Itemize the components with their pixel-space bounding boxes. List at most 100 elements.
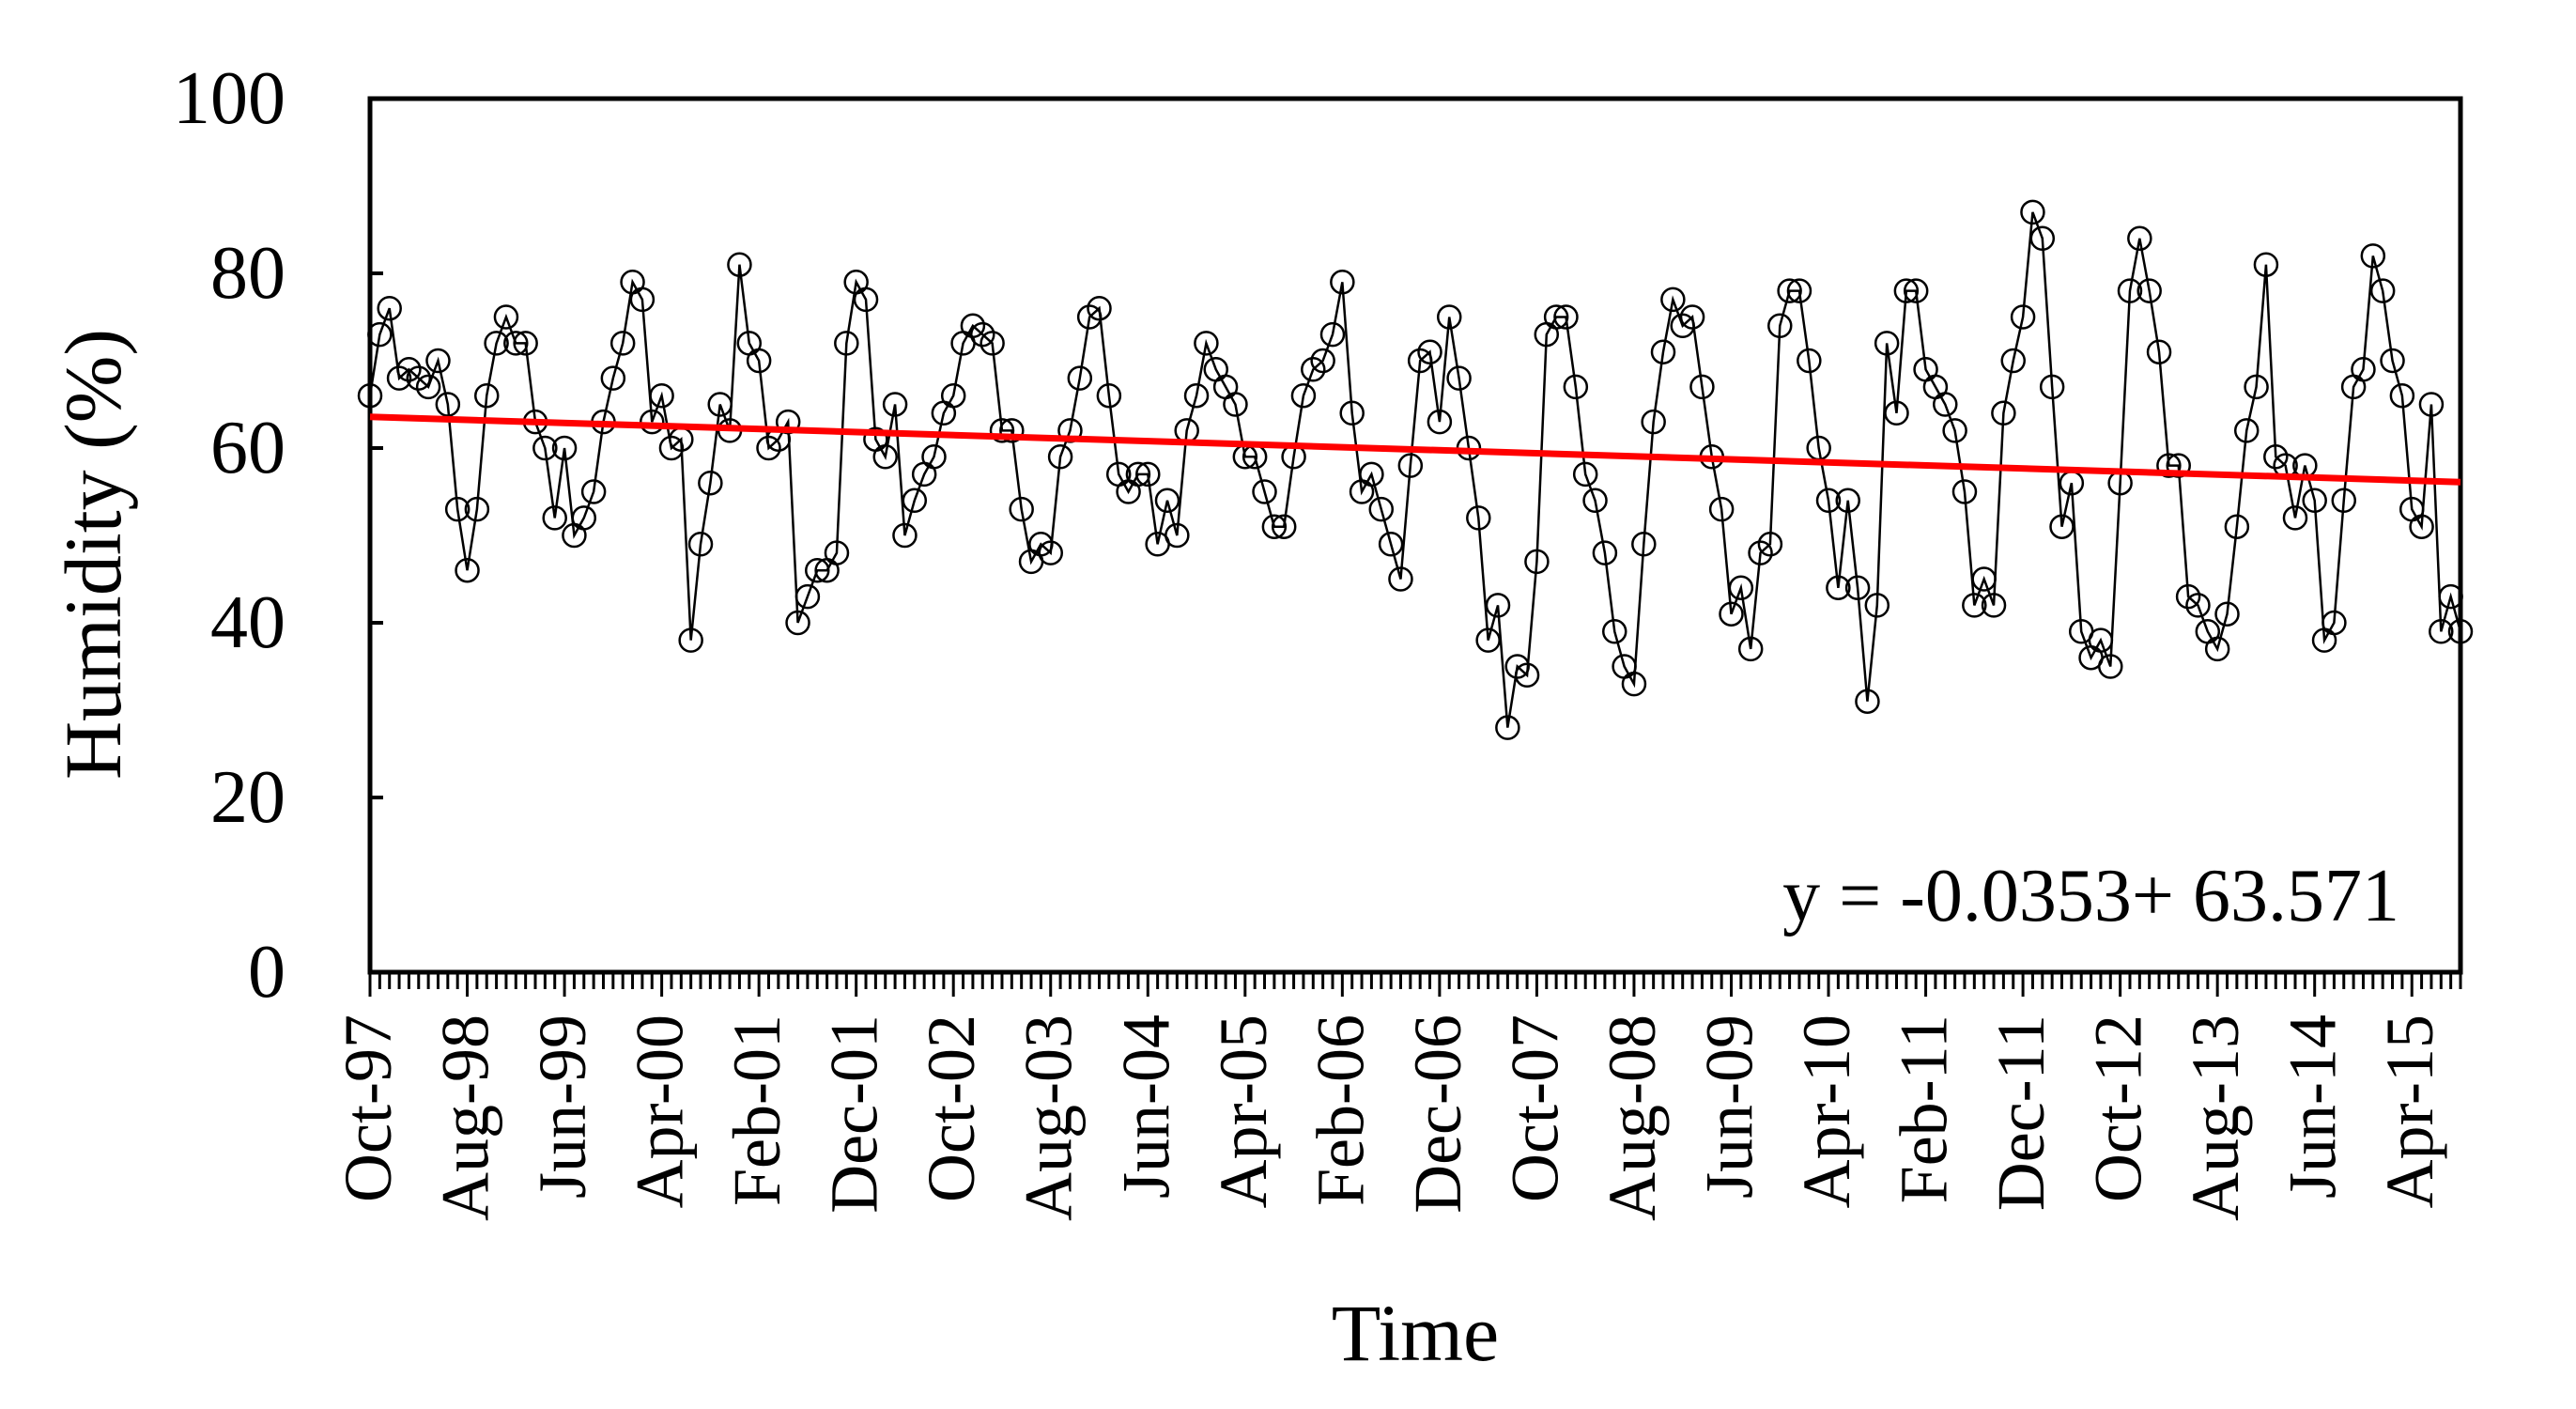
data-point: [2049, 514, 2075, 539]
data-point: [2029, 225, 2056, 252]
data-point: [1670, 313, 1695, 339]
x-tick-label: Jun-04: [1108, 1014, 1183, 1199]
x-axis-title: Time: [1332, 1288, 1499, 1378]
data-point: [1271, 514, 1297, 539]
data-point: [2020, 199, 2045, 225]
data-point: [785, 610, 810, 636]
data-point: [2146, 339, 2172, 364]
data-point: [571, 505, 597, 531]
data-point: [444, 496, 470, 522]
data-point: [2302, 488, 2327, 514]
data-point: [1777, 278, 1802, 303]
data-point: [834, 331, 859, 356]
data-point: [2389, 382, 2415, 409]
data-point: [1388, 566, 1413, 592]
x-tick-label: Jun-99: [525, 1014, 600, 1199]
data-point: [1884, 400, 1909, 426]
data-point: [707, 392, 733, 417]
data-point: [1368, 496, 1395, 522]
data-point: [2175, 583, 2201, 610]
data-point: [1631, 532, 1657, 557]
data-point: [1844, 575, 1871, 601]
data-point: [678, 627, 703, 653]
data-point: [640, 409, 665, 435]
data-point: [1563, 374, 1589, 400]
data-point: [2233, 418, 2260, 443]
data-point: [2447, 619, 2474, 644]
data-point: [1339, 400, 1365, 426]
data-point: [2360, 243, 2386, 269]
data-point: [367, 321, 393, 348]
data-point: [687, 532, 714, 557]
x-tick-label: Apr-05: [1206, 1014, 1281, 1209]
data-point: [1797, 348, 1822, 374]
data-point: [2429, 619, 2454, 644]
data-point: [1543, 304, 1569, 330]
data-point: [970, 321, 995, 348]
data-point: [1067, 365, 1093, 391]
data-point: [1183, 382, 1210, 409]
x-tick-label: Dec-01: [817, 1014, 892, 1214]
data-point: [960, 313, 986, 339]
data-point: [2282, 505, 2308, 531]
data-point: [853, 286, 879, 313]
data-point: [1708, 496, 1735, 522]
data-point: [1951, 479, 1978, 504]
x-tick-label: Dec-06: [1400, 1014, 1475, 1214]
data-point: [1436, 304, 1462, 330]
data-point: [415, 374, 441, 400]
data-point: [1981, 593, 2007, 618]
data-point: [2039, 374, 2065, 400]
data-point: [989, 418, 1015, 443]
data-point: [1855, 689, 1880, 714]
data-point: [2127, 225, 2152, 252]
data-point: [1933, 392, 1958, 417]
data-point: [406, 365, 432, 391]
data-point: [532, 435, 558, 461]
data-point: [1165, 522, 1190, 549]
data-point: [1864, 593, 1890, 618]
data-point: [649, 382, 674, 409]
data-point: [1378, 532, 1404, 557]
x-tick-label: Apr-10: [1789, 1014, 1864, 1209]
data-point: [484, 331, 509, 356]
x-tick-label: Oct-02: [914, 1014, 989, 1202]
data-point: [609, 331, 636, 356]
data-point: [2438, 583, 2463, 610]
data-point: [2166, 453, 2191, 478]
y-tick-label: 40: [210, 581, 285, 664]
x-axis-ticks: Oct-97 Aug-98 Jun-99 Apr-00 Feb-01 Dec-01 Oct-…: [331, 972, 2462, 1221]
data-point: [455, 557, 480, 583]
data-point: [1038, 540, 1063, 565]
data-point: [513, 331, 538, 356]
data-point: [1835, 488, 1860, 514]
trend-equation: y = -0.0353+ 63.571: [1782, 855, 2399, 937]
data-point: [1417, 339, 1442, 364]
data-point: [2321, 610, 2347, 636]
data-point: [473, 382, 500, 409]
x-tick-label: Jun-09: [1691, 1014, 1766, 1199]
data-point: [805, 557, 830, 583]
data-point: [1446, 365, 1472, 391]
data-point: [551, 435, 578, 461]
data-point: [1514, 662, 1540, 689]
x-tick-label: Apr-15: [2372, 1014, 2447, 1209]
y-tick-label: 0: [248, 931, 285, 1014]
data-point: [2088, 627, 2114, 653]
data-point: [2369, 278, 2396, 303]
x-tick-label: Feb-06: [1303, 1014, 1378, 1206]
data-point: [1660, 286, 1686, 313]
data-point: [1719, 601, 1744, 627]
trendline: [369, 413, 2461, 486]
data-point: [2136, 278, 2162, 303]
data-point: [1893, 278, 1920, 303]
data-point: [1504, 654, 1530, 679]
y-axis-ticks: 0 20 40 60 80 100: [173, 57, 383, 1014]
data-point: [2253, 252, 2279, 277]
data-point: [1826, 575, 1851, 601]
data-point: [1679, 304, 1705, 330]
data-point: [1592, 540, 1618, 565]
data-point: [1427, 409, 1453, 435]
data-point: [1359, 461, 1384, 488]
data-point: [999, 418, 1025, 443]
